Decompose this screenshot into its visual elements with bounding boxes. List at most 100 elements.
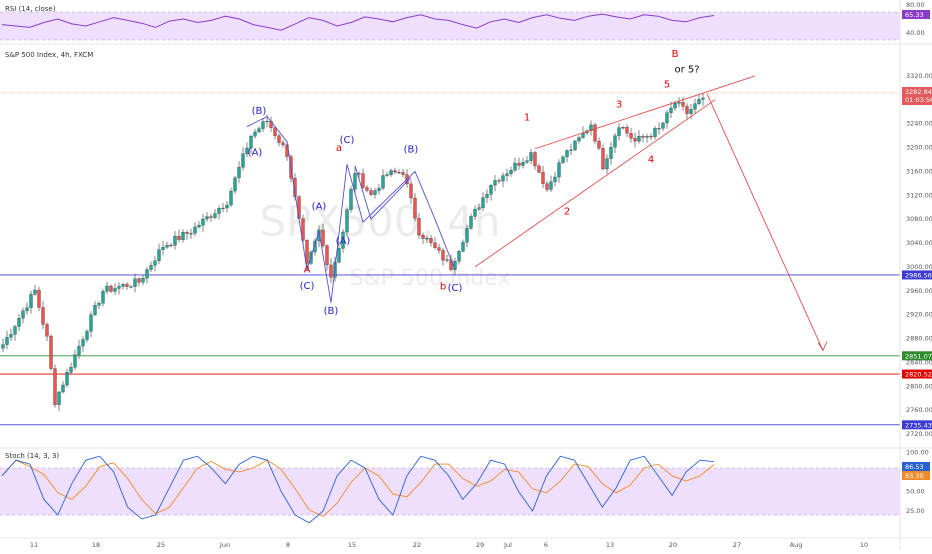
candle: [181, 232, 185, 240]
candle: [533, 152, 537, 167]
candle: [73, 354, 77, 368]
candle: [701, 97, 705, 100]
candle: [529, 152, 533, 161]
rsi-tick-label: 80.00: [906, 1, 925, 9]
candle: [45, 324, 49, 337]
candle: [525, 160, 529, 163]
price-line-value: 2851.07: [905, 352, 932, 360]
candle: [477, 207, 481, 210]
rsi-panel: RSI (14, close) 40.00 80.00 65.33: [0, 1, 930, 41]
wave-label: or 5?: [674, 64, 699, 75]
stoch-d-value: 83.30: [905, 472, 924, 480]
wedge-lower-line: [474, 99, 716, 268]
rsi-tick-label: 40.00: [906, 29, 925, 37]
candle: [261, 121, 265, 129]
price-tick-label: 2920.00: [906, 311, 932, 319]
candle: [445, 259, 449, 261]
candle: [513, 162, 517, 171]
stoch-tick-label: 25.00: [906, 507, 925, 515]
candle: [129, 286, 133, 288]
countdown: 01:03:56: [905, 96, 932, 104]
wave-label: B: [672, 49, 679, 60]
rsi-last-tag: [902, 10, 930, 19]
candle: [29, 294, 33, 308]
candle: [217, 208, 221, 214]
candle: [277, 135, 281, 143]
wedge-upper-line: [534, 75, 756, 150]
candle: [257, 128, 261, 133]
last-price-tag: [902, 87, 932, 105]
wave-label: (C): [448, 283, 463, 294]
candle: [661, 122, 665, 129]
candle: [617, 127, 621, 136]
stoch-title: Stoch (14, 3, 3): [5, 452, 59, 460]
candle: [429, 238, 433, 244]
price-tick-label: 2760.00: [906, 406, 932, 414]
candle: [649, 136, 653, 138]
wave-label: (B): [404, 144, 419, 155]
candle: [185, 232, 189, 234]
candle: [545, 183, 549, 190]
candle: [565, 150, 569, 158]
rsi-title: RSI (14, close): [5, 5, 56, 13]
candle: [557, 162, 561, 178]
rsi-band: [0, 12, 900, 40]
candle: [297, 196, 301, 219]
candle: [589, 124, 593, 131]
candle: [21, 310, 25, 319]
stoch-band: [0, 468, 900, 515]
price-line-value: 2735.43: [905, 421, 932, 429]
candle: [601, 148, 605, 170]
price-tick-label: 3320.00: [906, 72, 932, 80]
candle: [97, 303, 101, 306]
candle: [213, 213, 217, 218]
candle: [145, 269, 149, 279]
wave-label: A: [304, 264, 311, 275]
x-tick-label: 10: [860, 541, 868, 549]
price-line-tag: [902, 420, 932, 430]
x-tick-label: Aug: [790, 541, 803, 549]
candle: [117, 286, 121, 289]
candle: [621, 127, 625, 129]
candle: [325, 245, 329, 266]
x-tick-label: 8: [286, 541, 290, 549]
candle: [329, 264, 333, 278]
price-tick-label: 2840.00: [906, 358, 932, 366]
candle: [49, 336, 53, 369]
price-tick-label: 3120.00: [906, 191, 932, 199]
candle: [425, 238, 429, 240]
price-line-tag: [902, 369, 932, 379]
candle: [625, 127, 629, 134]
candle: [369, 190, 373, 195]
candle: [465, 228, 469, 243]
candle: [489, 185, 493, 195]
price-line-value: 2986.56: [905, 271, 932, 279]
candle: [153, 260, 157, 266]
candle: [501, 175, 505, 182]
candle: [493, 180, 497, 186]
candle: [441, 250, 445, 261]
candle: [573, 140, 577, 151]
candle: [689, 109, 693, 114]
candle: [293, 177, 297, 197]
candle: [205, 216, 209, 220]
projection-line: [706, 93, 824, 351]
candle: [517, 162, 521, 166]
wave-label: 4: [648, 154, 654, 165]
candle: [437, 247, 441, 251]
candle: [9, 334, 13, 338]
candle: [609, 147, 613, 159]
candle: [417, 218, 421, 236]
candle: [5, 337, 9, 345]
candle: [253, 131, 257, 137]
main-price-panel: S&P 500 Index, 4h, FXCM SPX500, 4h S&P 5…: [0, 49, 932, 438]
candle: [273, 127, 277, 136]
candle: [633, 137, 637, 142]
candle: [221, 207, 225, 209]
chart-title: S&P 500 Index, 4h, FXCM: [5, 51, 93, 59]
wave-label: 5: [664, 79, 670, 90]
candle: [389, 170, 393, 175]
candle: [605, 158, 609, 170]
